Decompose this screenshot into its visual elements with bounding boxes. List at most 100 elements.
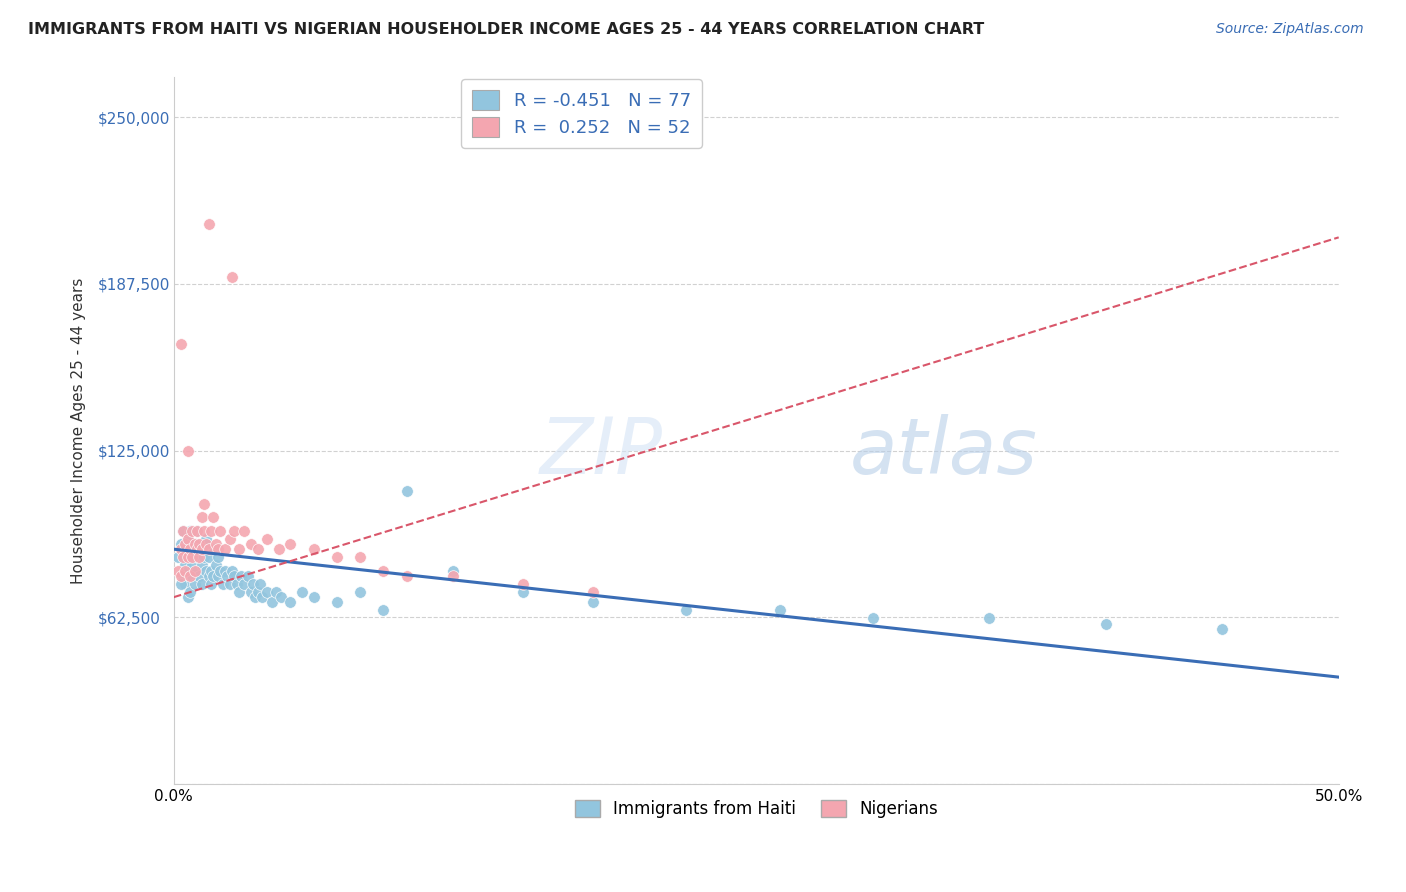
Point — [186, 524, 208, 538]
Point — [190, 510, 212, 524]
Point — [183, 537, 205, 551]
Point — [202, 542, 225, 557]
Point — [186, 542, 208, 557]
Point — [177, 590, 200, 604]
Point — [249, 577, 271, 591]
Point — [170, 577, 193, 591]
Point — [278, 595, 301, 609]
Point — [172, 569, 194, 583]
Point — [186, 550, 208, 565]
Point — [373, 564, 395, 578]
Point — [207, 542, 229, 557]
Point — [195, 537, 218, 551]
Point — [188, 569, 211, 583]
Point — [302, 542, 325, 557]
Text: IMMIGRANTS FROM HAITI VS NIGERIAN HOUSEHOLDER INCOME AGES 25 - 44 YEARS CORRELAT: IMMIGRANTS FROM HAITI VS NIGERIAN HOUSEH… — [28, 22, 984, 37]
Point — [1094, 616, 1116, 631]
Point — [200, 524, 222, 538]
Point — [179, 550, 201, 565]
Point — [267, 542, 290, 557]
Point — [188, 537, 211, 551]
Point — [177, 550, 200, 565]
Point — [441, 564, 464, 578]
Point — [174, 542, 197, 557]
Point — [177, 532, 200, 546]
Point — [170, 337, 193, 351]
Point — [170, 537, 193, 551]
Point — [197, 569, 219, 583]
Point — [218, 532, 240, 546]
Point — [441, 569, 464, 583]
Point — [326, 550, 349, 565]
Text: Source: ZipAtlas.com: Source: ZipAtlas.com — [1216, 22, 1364, 37]
Text: ZIP: ZIP — [540, 414, 664, 490]
Point — [512, 584, 534, 599]
Point — [186, 564, 208, 578]
Point — [373, 603, 395, 617]
Point — [278, 537, 301, 551]
Point — [291, 584, 314, 599]
Point — [190, 577, 212, 591]
Point — [221, 270, 243, 285]
Point — [228, 584, 250, 599]
Point — [232, 524, 254, 538]
Point — [349, 584, 371, 599]
Point — [193, 550, 215, 565]
Point — [326, 595, 349, 609]
Point — [174, 558, 197, 573]
Point — [202, 569, 225, 583]
Point — [204, 537, 226, 551]
Point — [395, 569, 418, 583]
Point — [190, 558, 212, 573]
Point — [170, 542, 193, 557]
Point — [395, 483, 418, 498]
Point — [217, 569, 239, 583]
Point — [183, 577, 205, 591]
Point — [264, 584, 287, 599]
Point — [193, 537, 215, 551]
Point — [172, 550, 194, 565]
Point — [246, 584, 269, 599]
Point — [172, 524, 194, 538]
Point — [239, 584, 262, 599]
Point — [231, 569, 253, 583]
Point — [202, 510, 225, 524]
Y-axis label: Householder Income Ages 25 - 44 years: Householder Income Ages 25 - 44 years — [72, 277, 86, 583]
Point — [186, 524, 208, 538]
Point — [170, 569, 193, 583]
Point — [1211, 622, 1233, 636]
Point — [181, 569, 204, 583]
Point — [228, 542, 250, 557]
Point — [193, 497, 215, 511]
Point — [197, 217, 219, 231]
Point — [188, 550, 211, 565]
Point — [181, 524, 204, 538]
Point — [183, 564, 205, 578]
Point — [167, 550, 190, 565]
Point — [256, 584, 278, 599]
Point — [349, 550, 371, 565]
Point — [195, 564, 218, 578]
Point — [179, 569, 201, 583]
Point — [181, 550, 204, 565]
Legend: Immigrants from Haiti, Nigerians: Immigrants from Haiti, Nigerians — [568, 793, 945, 825]
Point — [260, 595, 283, 609]
Point — [862, 611, 884, 625]
Point — [270, 590, 292, 604]
Point — [302, 590, 325, 604]
Point — [239, 537, 262, 551]
Point — [174, 564, 197, 578]
Point — [207, 569, 229, 583]
Point — [242, 577, 264, 591]
Text: atlas: atlas — [849, 414, 1038, 490]
Point — [238, 569, 260, 583]
Point — [195, 532, 218, 546]
Point — [172, 524, 194, 538]
Point — [768, 603, 790, 617]
Point — [190, 542, 212, 557]
Point — [177, 532, 200, 546]
Point — [204, 558, 226, 573]
Point — [200, 577, 222, 591]
Point — [181, 542, 204, 557]
Point — [193, 524, 215, 538]
